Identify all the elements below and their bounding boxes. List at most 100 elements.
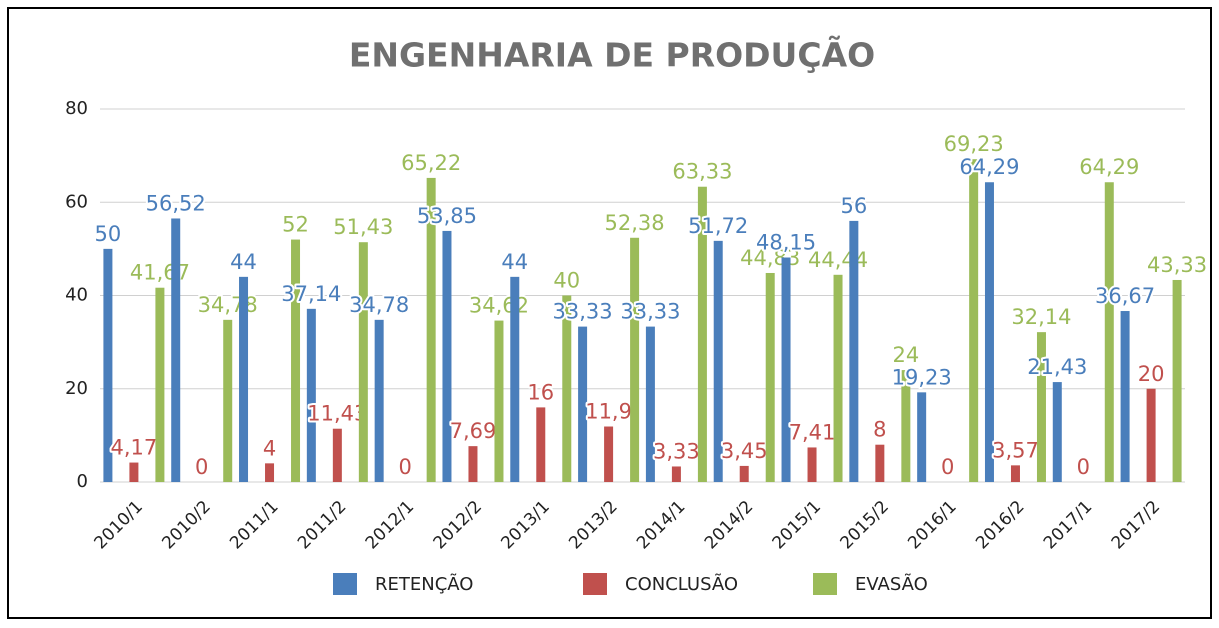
bar (239, 276, 249, 482)
bar (765, 272, 775, 482)
data-label: 7,41 (789, 420, 836, 444)
y-tick-label: 20 (65, 378, 88, 399)
bar (1146, 388, 1156, 482)
bar (807, 447, 817, 482)
data-label: 0 (1077, 455, 1090, 479)
bar (1036, 332, 1046, 482)
data-label: 64,29 (1079, 155, 1139, 179)
bar (536, 407, 546, 482)
bar (223, 319, 233, 482)
bar (697, 186, 707, 482)
data-label: 34,78 (198, 293, 258, 317)
data-label: 52,38 (605, 211, 665, 235)
bar (984, 182, 994, 483)
bar (103, 248, 113, 482)
bar (265, 463, 275, 482)
bar (875, 444, 885, 482)
data-label: 32,14 (1011, 305, 1071, 329)
y-tick-label: 0 (77, 471, 88, 492)
data-label: 64,29 (959, 155, 1019, 179)
legend-swatch (583, 573, 607, 595)
data-label: 51,72 (688, 214, 748, 238)
bar (917, 392, 927, 482)
chart-frame (7, 7, 1212, 619)
data-label: 3,45 (721, 439, 768, 463)
bar (426, 177, 436, 482)
data-label: 7,69 (450, 419, 497, 443)
data-label: 19,23 (892, 365, 952, 389)
legend-swatch (333, 573, 357, 595)
bar (901, 370, 911, 482)
bar (332, 428, 342, 482)
data-label: 56,52 (146, 191, 206, 215)
bar (781, 257, 791, 482)
data-label: 3,57 (992, 438, 1039, 462)
data-label: 8 (873, 418, 886, 442)
y-tick-label: 40 (65, 285, 88, 306)
data-label: 44 (501, 250, 528, 274)
bar (1104, 182, 1114, 483)
bar (306, 308, 316, 482)
data-label: 40 (553, 269, 580, 293)
bar (291, 239, 301, 482)
bar (578, 326, 588, 482)
bar (1010, 465, 1020, 482)
data-label: 3,33 (653, 439, 700, 463)
legend-label: CONCLUSÃO (625, 573, 738, 595)
bar (510, 276, 520, 482)
data-label: 34,78 (349, 293, 409, 317)
legend-label: EVASÃO (855, 573, 928, 595)
data-label: 16 (527, 380, 554, 404)
bar (1120, 311, 1130, 482)
bar (562, 295, 572, 482)
data-label: 44,44 (808, 248, 868, 272)
data-label: 21,43 (1027, 355, 1087, 379)
bar (442, 230, 452, 482)
bar (468, 446, 478, 482)
data-label: 52 (282, 213, 309, 237)
data-label: 69,23 (944, 132, 1004, 156)
bar (374, 319, 384, 482)
data-label: 50 (95, 222, 122, 246)
bar (739, 465, 749, 482)
bar (671, 466, 681, 482)
data-label: 11,9 (585, 400, 632, 424)
bar (604, 426, 614, 482)
data-label: 48,15 (756, 231, 816, 255)
bar (1052, 382, 1062, 482)
data-label: 11,43 (307, 402, 367, 426)
data-label: 65,22 (401, 151, 461, 175)
data-label: 4 (263, 436, 276, 460)
bar (645, 326, 655, 482)
data-label: 37,14 (281, 282, 341, 306)
bar (129, 462, 139, 482)
bar (849, 220, 859, 482)
bar (833, 274, 843, 482)
bar (630, 237, 640, 482)
data-label: 51,43 (333, 215, 393, 239)
bar (969, 159, 979, 482)
data-label: 24 (892, 343, 919, 367)
bar (713, 240, 723, 482)
data-label: 56 (840, 194, 867, 218)
data-label: 4,17 (111, 436, 158, 460)
data-label: 34,62 (469, 294, 529, 318)
chart-title: ENGENHARIA DE PRODUÇÃO (349, 35, 875, 75)
data-label: 0 (398, 455, 411, 479)
bar (171, 218, 181, 482)
data-label: 43,33 (1147, 253, 1207, 277)
y-tick-label: 80 (65, 98, 88, 119)
data-label: 0 (941, 455, 954, 479)
data-label: 63,33 (672, 160, 732, 184)
data-label: 20 (1138, 362, 1165, 386)
data-label: 41,67 (130, 261, 190, 285)
bar (494, 320, 504, 482)
data-label: 53,85 (417, 204, 477, 228)
y-tick-label: 60 (65, 191, 88, 212)
legend-label: RETENÇÃO (375, 573, 473, 595)
bar (358, 242, 368, 482)
data-label: 36,67 (1095, 284, 1155, 308)
bar (155, 287, 165, 482)
bar (1172, 279, 1182, 482)
